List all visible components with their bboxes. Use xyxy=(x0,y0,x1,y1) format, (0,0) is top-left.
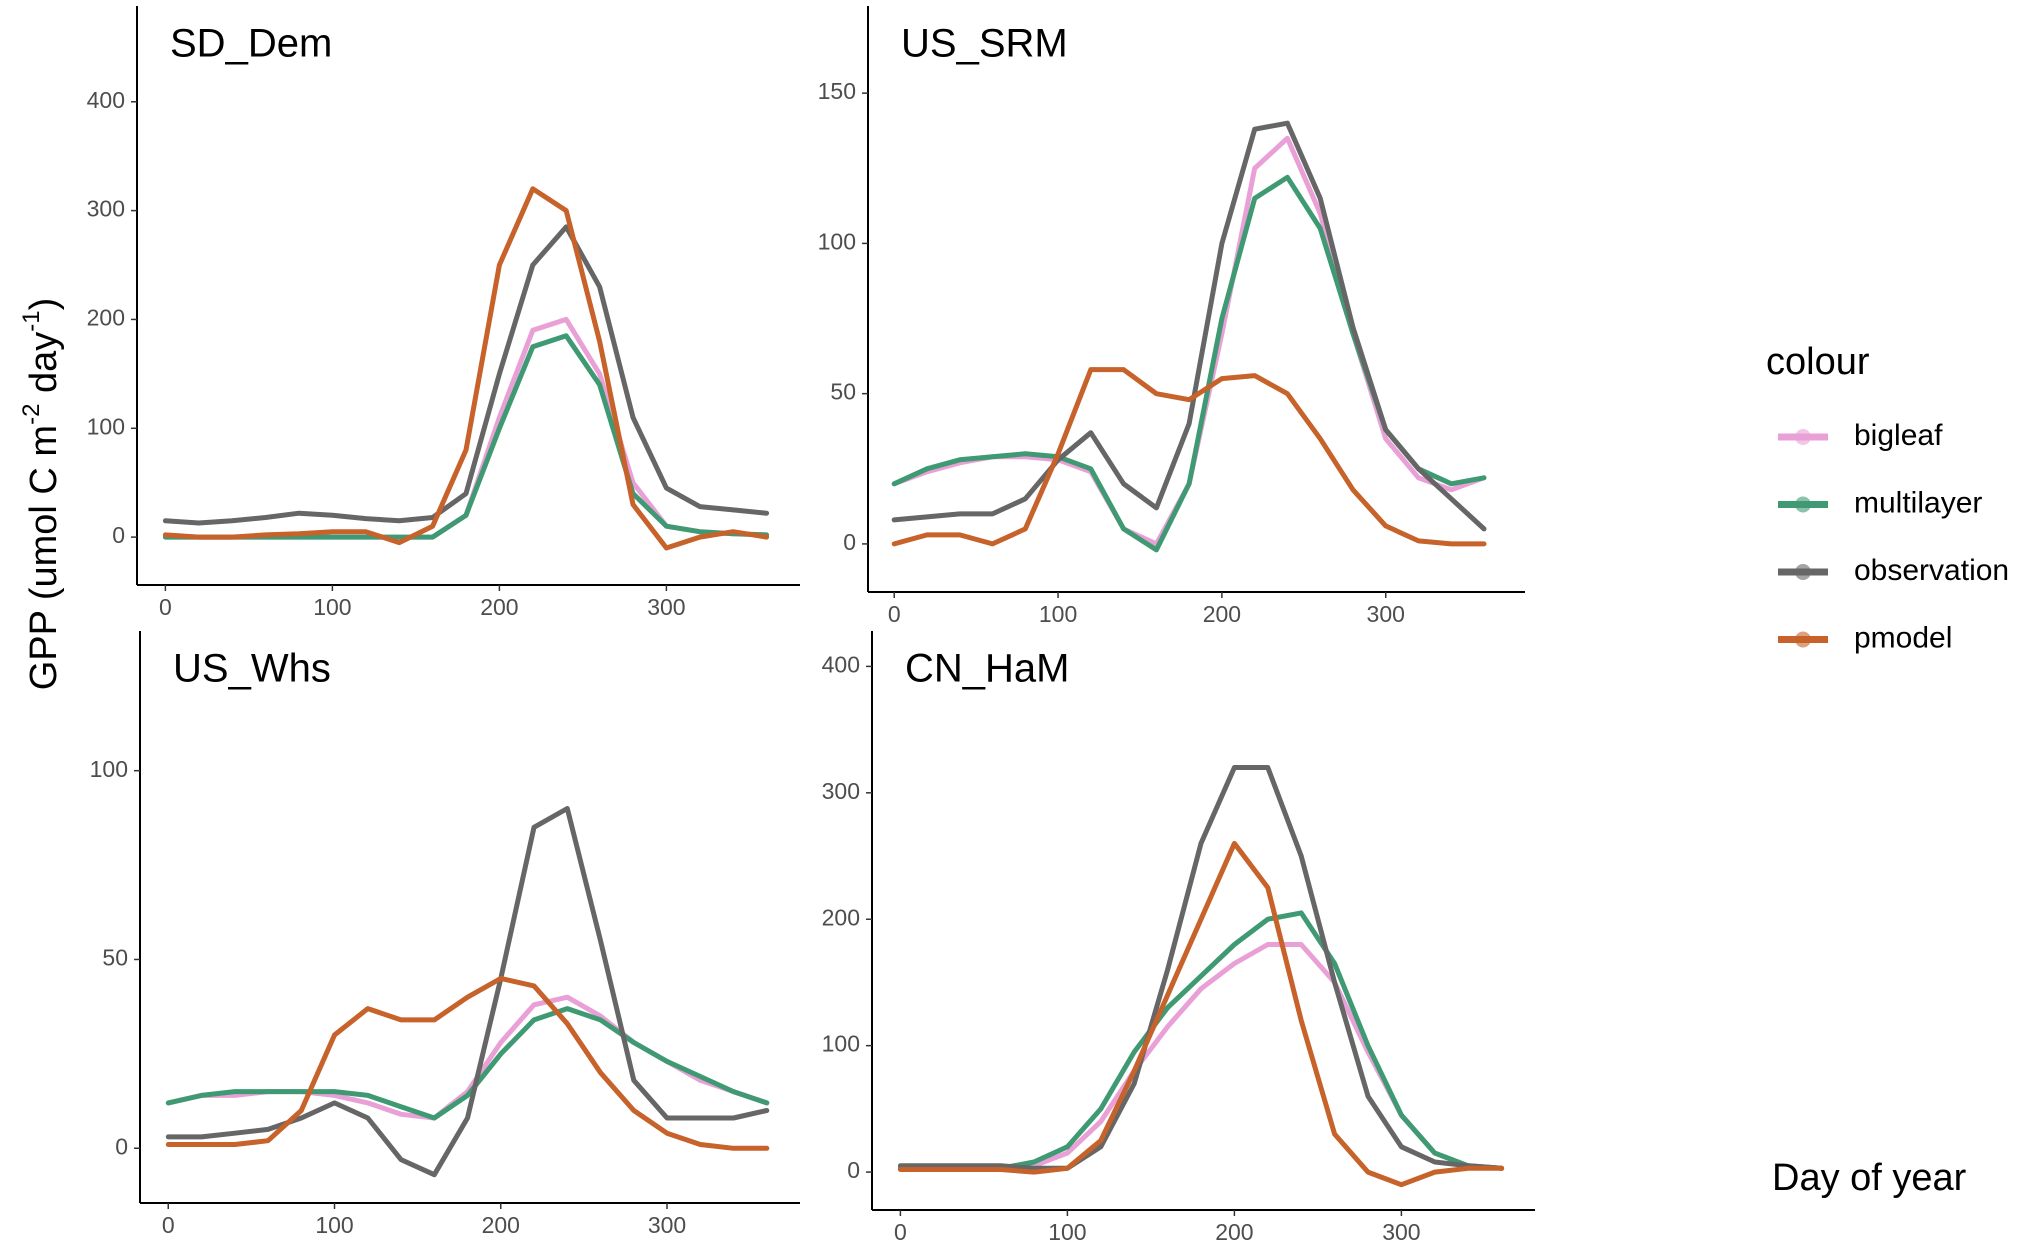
series-line xyxy=(897,910,1505,1171)
legend-label: pmodel xyxy=(1854,621,1952,654)
legend-key-dot xyxy=(1795,496,1811,513)
x-tick-label: 100 xyxy=(1039,601,1077,627)
y-label-part: GPP (umol C m xyxy=(23,425,65,690)
y-tick-label: 400 xyxy=(87,87,125,113)
y-axis-label: GPP (umol C m-2 day-1) xyxy=(18,298,65,691)
y-tick-label: 200 xyxy=(822,904,860,930)
y-tick-label: 100 xyxy=(90,756,128,782)
y-label-sup: -1 xyxy=(18,310,45,331)
y-tick-label: 150 xyxy=(818,78,856,104)
x-tick-label: 0 xyxy=(894,1219,907,1243)
legend-key-dot xyxy=(1795,429,1811,445)
x-tick-label: 300 xyxy=(647,594,685,620)
x-tick-label: 0 xyxy=(159,594,172,620)
y-tick-label: 0 xyxy=(847,1157,860,1183)
y-tick-label: 300 xyxy=(87,196,125,222)
series-line xyxy=(891,174,1487,553)
y-label-part: ) xyxy=(23,298,65,311)
panel-title: US_Whs xyxy=(173,647,331,691)
x-axis-label: Day of year xyxy=(1772,1157,1967,1199)
y-label-part: day xyxy=(23,332,65,404)
series-line xyxy=(162,186,770,551)
x-tick-label: 200 xyxy=(1215,1219,1253,1243)
series-line xyxy=(891,367,1487,547)
x-tick-label: 0 xyxy=(888,601,901,627)
y-tick-label: 50 xyxy=(830,379,856,405)
series-line xyxy=(165,1006,770,1121)
y-tick-label: 300 xyxy=(822,778,860,804)
x-tick-label: 300 xyxy=(648,1212,686,1238)
x-tick-label: 300 xyxy=(1382,1219,1420,1243)
x-tick-label: 100 xyxy=(315,1212,353,1238)
panel-title: SD_Dem xyxy=(170,22,332,66)
y-tick-label: 200 xyxy=(87,305,125,331)
panel-title: CN_HaM xyxy=(905,647,1069,691)
y-tick-label: 0 xyxy=(115,1133,128,1159)
x-tick-label: 200 xyxy=(482,1212,520,1238)
series-line xyxy=(897,840,1505,1188)
x-tick-label: 100 xyxy=(1048,1219,1086,1243)
legend-label: multilayer xyxy=(1854,486,1982,519)
legend-label: bigleaf xyxy=(1854,419,1943,452)
y-tick-label: 0 xyxy=(843,529,856,555)
legend-label: observation xyxy=(1854,554,2009,587)
series-line xyxy=(897,765,1505,1171)
y-tick-label: 100 xyxy=(87,413,125,439)
series-line xyxy=(165,994,770,1121)
legend-title: colour xyxy=(1766,341,1870,383)
y-tick-label: 400 xyxy=(822,651,860,677)
x-tick-label: 200 xyxy=(480,594,518,620)
x-tick-label: 200 xyxy=(1203,601,1241,627)
series-line xyxy=(891,120,1487,532)
y-tick-label: 50 xyxy=(102,945,128,971)
legend-key-dot xyxy=(1795,631,1811,648)
x-tick-label: 100 xyxy=(313,594,351,620)
panel-title: US_SRM xyxy=(901,22,1068,66)
y-tick-label: 100 xyxy=(818,228,856,254)
x-tick-label: 0 xyxy=(162,1212,175,1238)
y-label-sup: -2 xyxy=(18,404,45,425)
series-line xyxy=(162,316,770,540)
y-tick-label: 100 xyxy=(822,1031,860,1057)
x-tick-label: 300 xyxy=(1367,601,1405,627)
series-line xyxy=(162,224,770,526)
y-tick-label: 0 xyxy=(112,522,125,548)
legend-key-dot xyxy=(1795,564,1811,580)
series-line xyxy=(165,806,770,1178)
series-line xyxy=(165,975,770,1151)
